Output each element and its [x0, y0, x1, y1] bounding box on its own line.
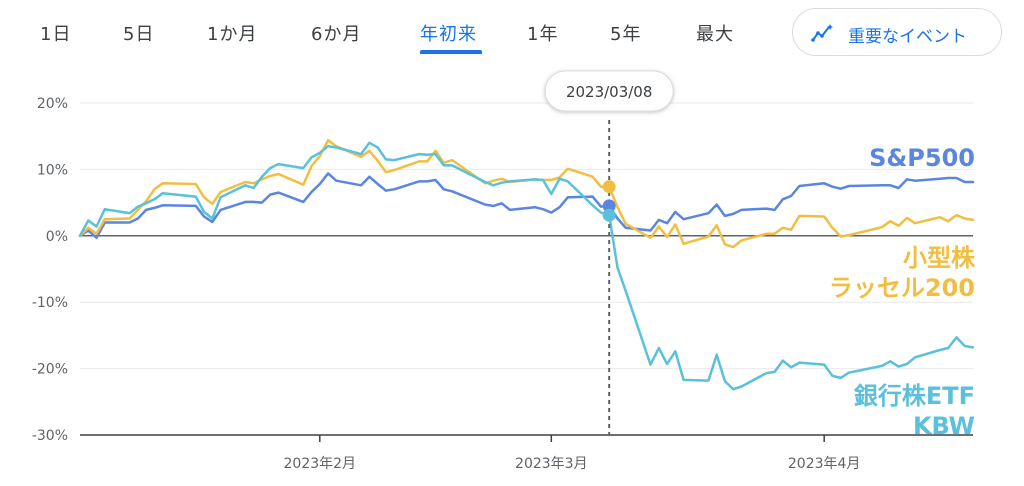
- series-label-russell: 小型株: [903, 244, 976, 272]
- marker-dot-kbw: [602, 208, 616, 222]
- grid-lines: [80, 102, 973, 436]
- x-tick-label: 2023年4月: [788, 456, 861, 472]
- series-line-sp500: [78, 172, 975, 240]
- sparkline-icon: [811, 24, 833, 42]
- marker-dot-sp500: [602, 199, 616, 213]
- marker-tooltip: [544, 70, 674, 112]
- x-tick-label: 2023年2月: [284, 456, 357, 472]
- tab-max[interactable]: 最大: [696, 24, 734, 45]
- date-marker[interactable]: 2023/03/08: [544, 70, 674, 435]
- key-events-label: 重要なイベント: [848, 27, 967, 47]
- y-tick-label: -20%: [32, 362, 68, 378]
- y-tick-label: 0%: [46, 229, 68, 245]
- y-tick-label: -10%: [32, 295, 68, 311]
- y-axis-labels: 20% 10% 0% -10% -20% -30%: [32, 96, 68, 444]
- marker-date-label: 2023/03/08: [566, 83, 652, 101]
- x-axis: 2023年2月 2023年3月 2023年4月: [80, 434, 973, 472]
- y-tick-label: 20%: [37, 96, 68, 112]
- marker-dot-russell: [602, 180, 616, 194]
- x-tick-label: 2023年3月: [515, 456, 588, 472]
- series-label-kbw: 銀行株ETF: [854, 382, 975, 410]
- series-lines: [78, 138, 975, 391]
- range-tab-bar: 1日 5日 1か月 6か月 年初来 1年 5年 最大 重要なイベント: [0, 0, 1024, 66]
- tab-1-day[interactable]: 1日: [40, 24, 72, 45]
- tab-5-year[interactable]: 5年: [610, 24, 642, 45]
- tab-1-year[interactable]: 1年: [527, 24, 559, 45]
- series-line-russell: [78, 138, 975, 249]
- series-label-kbw: KBW: [913, 412, 975, 440]
- key-events-button[interactable]: 重要なイベント: [792, 8, 1002, 56]
- active-tab-indicator: [420, 50, 482, 54]
- tab-6-month[interactable]: 6か月: [311, 24, 362, 45]
- tab-ytd[interactable]: 年初来: [420, 24, 477, 45]
- series-line-kbw: [78, 141, 975, 391]
- series-label-sp500: S&P500: [869, 144, 975, 172]
- series-label-russell: ラッセル200: [829, 274, 975, 302]
- tab-1-month[interactable]: 1か月: [207, 24, 258, 45]
- y-tick-label: 10%: [37, 162, 68, 178]
- y-tick-label: -30%: [32, 428, 68, 444]
- tab-5-day[interactable]: 5日: [123, 24, 155, 45]
